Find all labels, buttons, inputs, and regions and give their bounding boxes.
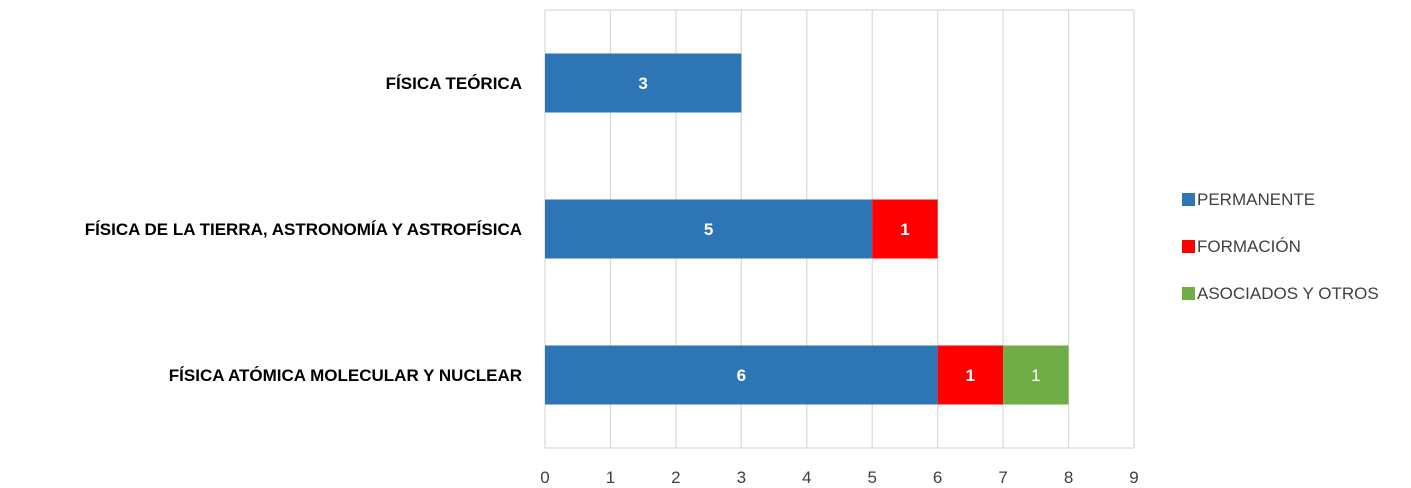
bar-segment bbox=[1003, 345, 1069, 405]
bars: 35 16 1 1 bbox=[545, 53, 1069, 405]
x-tick-label: 8 bbox=[1064, 468, 1073, 487]
bar-data-label: 5 bbox=[704, 220, 713, 239]
legend: PERMANENTE FORMACIÓN ASOCIADOS Y OTROS bbox=[1182, 190, 1379, 303]
x-tick-label: 1 bbox=[606, 468, 615, 487]
bar-segment bbox=[545, 199, 873, 259]
bar-segment bbox=[872, 199, 938, 259]
bar-segment bbox=[937, 345, 1004, 405]
bar-segment bbox=[545, 53, 742, 113]
x-tick-label: 7 bbox=[998, 468, 1007, 487]
legend-swatch bbox=[1182, 193, 1195, 206]
legend-entry: FORMACIÓN bbox=[1197, 237, 1301, 256]
x-tick-label: 6 bbox=[933, 468, 942, 487]
legend-swatch bbox=[1182, 287, 1195, 300]
x-tick-label: 3 bbox=[737, 468, 746, 487]
bar-data-label: 1 bbox=[966, 366, 975, 385]
category-label: FÍSICA ATÓMICA MOLECULAR Y NUCLEAR bbox=[169, 366, 522, 385]
bar-data-label: 3 bbox=[638, 74, 647, 93]
x-tick-label: 2 bbox=[671, 468, 680, 487]
category-label: FÍSICA DE LA TIERRA, ASTRONOMÍA Y ASTROF… bbox=[85, 220, 522, 239]
legend-swatch bbox=[1182, 240, 1195, 253]
bar-data-label: 1 bbox=[1031, 366, 1040, 385]
x-tick-label: 9 bbox=[1129, 468, 1138, 487]
legend-entry: ASOCIADOS Y OTROS bbox=[1197, 284, 1379, 303]
x-tick-label: 0 bbox=[540, 468, 549, 487]
bar-data-label: 6 bbox=[737, 366, 746, 385]
bar-segment bbox=[545, 345, 938, 405]
legend-entry: PERMANENTE bbox=[1197, 190, 1315, 209]
category-labels: FÍSICA TEÓRICA FÍSICA DE LA TIERRA, ASTRO… bbox=[85, 74, 522, 385]
x-axis-ticks: 0 1 2 3 4 5 6 7 8 9 bbox=[540, 468, 1138, 487]
bar-data-label: 1 bbox=[900, 220, 909, 239]
x-tick-label: 5 bbox=[867, 468, 876, 487]
x-tick-label: 4 bbox=[802, 468, 811, 487]
category-label: FÍSICA TEÓRICA bbox=[386, 74, 522, 93]
